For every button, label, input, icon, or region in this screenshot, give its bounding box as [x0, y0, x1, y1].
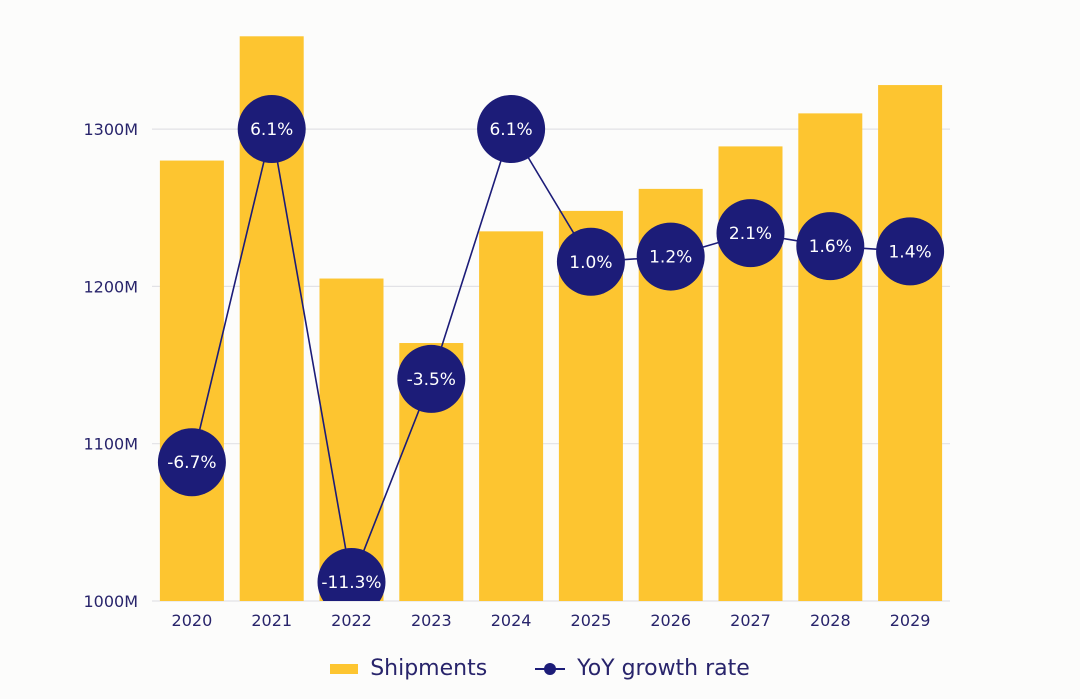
growth-marker-2029[interactable]: 1.4%	[876, 217, 945, 286]
x-tick-label: 2025	[571, 611, 612, 630]
y-tick-label: 1100M	[83, 435, 138, 454]
data-label: 1.0%	[569, 253, 612, 273]
growth-marker-2028[interactable]: 1.6%	[796, 212, 865, 281]
y-tick-label: 1300M	[83, 120, 138, 139]
bar-2029[interactable]	[878, 85, 943, 601]
data-label: -3.5%	[407, 370, 456, 390]
data-label: 1.4%	[888, 242, 931, 262]
marker-circle	[237, 95, 306, 163]
growth-line-path	[191, 127, 911, 585]
marker-circle	[397, 344, 466, 413]
growth-markers: -6.7% 6.1% -11.3% -3.5% 6.1% 1.0% 1.2% 2.1% 1.6%…	[157, 95, 945, 616]
y-axis: 1000M 1100M 1200M 1300M	[83, 120, 138, 611]
x-tick-label: 2024	[491, 611, 532, 630]
x-tick-label: 2029	[890, 611, 931, 630]
marker-circle	[317, 548, 386, 601]
data-label: 1.2%	[649, 248, 692, 268]
marker-circle	[556, 227, 625, 296]
growth-marker-2022[interactable]: -11.3%	[317, 548, 386, 616]
legend-item-growth[interactable]: YoY growth rate	[535, 656, 750, 681]
x-tick-label: 2027	[730, 611, 771, 630]
data-label: 2.1%	[729, 224, 772, 244]
bar-2024[interactable]	[479, 231, 544, 601]
marker-circle	[636, 222, 705, 291]
legend-label-growth: YoY growth rate	[577, 656, 750, 681]
data-label: 6.1%	[489, 120, 532, 140]
x-tick-label: 2028	[810, 611, 851, 630]
bar-2028[interactable]	[798, 113, 863, 602]
bar-2020[interactable]	[159, 160, 224, 601]
data-label: 6.1%	[250, 120, 293, 140]
data-label: -6.7%	[167, 453, 216, 473]
bar-2022[interactable]	[319, 278, 384, 601]
marker-circle	[796, 212, 865, 281]
shipments-bars	[159, 36, 943, 602]
x-tick-label: 2020	[172, 611, 213, 630]
data-label: 1.6%	[809, 237, 852, 257]
marker-circle	[876, 217, 945, 286]
marker-circle	[716, 199, 785, 268]
growth-marker-2024[interactable]: 6.1%	[477, 95, 546, 163]
growth-marker-2023[interactable]: -3.5%	[397, 344, 466, 413]
growth-marker-2027[interactable]: 2.1%	[716, 199, 785, 268]
y-tick-label: 1000M	[83, 592, 138, 611]
growth-marker-2026[interactable]: 1.2%	[636, 222, 705, 291]
legend-item-shipments[interactable]: Shipments	[330, 656, 487, 681]
legend-label-shipments: Shipments	[370, 656, 488, 681]
growth-marker-2021[interactable]: 6.1%	[237, 95, 306, 163]
legend: Shipments YoY growth rate	[0, 656, 1080, 681]
growth-marker-2020[interactable]: -6.7%	[157, 428, 226, 497]
x-axis: 2020 2021 2022 2023 2024 2025 2026 2027 2028 2029	[172, 611, 931, 630]
growth-marker-2025[interactable]: 1.0%	[556, 227, 625, 296]
marker-circle	[157, 428, 226, 497]
marker-circle	[477, 95, 546, 163]
x-tick-label: 2021	[251, 611, 292, 630]
x-tick-label: 2023	[411, 611, 452, 630]
x-tick-label: 2026	[650, 611, 691, 630]
data-label: -11.3%	[321, 573, 381, 593]
x-tick-label: 2022	[331, 611, 372, 630]
y-tick-label: 1200M	[83, 277, 138, 296]
line-marker-icon	[535, 662, 566, 675]
growth-line	[191, 127, 911, 585]
bar-swatch-icon	[330, 663, 359, 674]
